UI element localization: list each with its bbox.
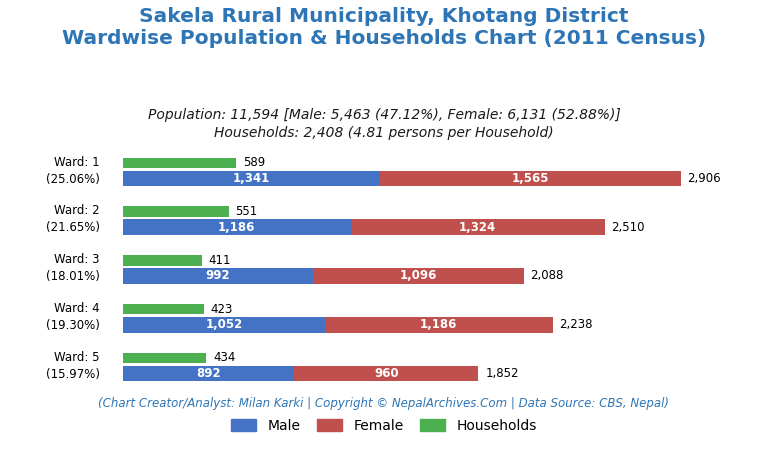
Text: 551: 551: [235, 205, 257, 218]
Text: 960: 960: [374, 367, 399, 380]
Bar: [123, 220, 350, 235]
Bar: [380, 171, 680, 186]
Text: (Chart Creator/Analyst: Milan Karki | Copyright © NepalArchives.Com | Data Sourc: (Chart Creator/Analyst: Milan Karki | Co…: [98, 397, 670, 410]
Text: 2,510: 2,510: [611, 221, 645, 234]
Bar: [350, 220, 605, 235]
Bar: [123, 304, 204, 314]
Text: 1,341: 1,341: [233, 172, 270, 185]
Text: 434: 434: [213, 352, 235, 365]
Text: Ward: 4
(19.30%): Ward: 4 (19.30%): [46, 302, 100, 332]
Text: Sakela Rural Municipality, Khotang District
Wardwise Population & Households Cha: Sakela Rural Municipality, Khotang Distr…: [62, 7, 706, 48]
Text: 411: 411: [208, 254, 231, 267]
Text: 2,238: 2,238: [559, 318, 593, 331]
Bar: [123, 268, 313, 284]
Text: 2,906: 2,906: [687, 172, 721, 185]
Text: 992: 992: [206, 269, 230, 282]
Text: Ward: 1
(25.06%): Ward: 1 (25.06%): [46, 156, 100, 186]
Text: 1,852: 1,852: [485, 367, 518, 380]
Text: Population: 11,594 [Male: 5,463 (47.12%), Female: 6,131 (52.88%)]
Households: 2,: Population: 11,594 [Male: 5,463 (47.12%)…: [147, 108, 621, 140]
Bar: [123, 255, 202, 266]
Bar: [294, 365, 478, 381]
Bar: [325, 317, 553, 333]
Bar: [123, 352, 206, 363]
Text: 1,565: 1,565: [511, 172, 549, 185]
Text: 892: 892: [196, 367, 221, 380]
Text: Ward: 3
(18.01%): Ward: 3 (18.01%): [46, 253, 100, 283]
Bar: [313, 268, 524, 284]
Text: 1,052: 1,052: [205, 318, 243, 331]
Text: 1,186: 1,186: [218, 221, 256, 234]
Text: 589: 589: [243, 156, 265, 169]
Bar: [123, 206, 229, 217]
Legend: Male, Female, Households: Male, Female, Households: [224, 412, 544, 440]
Text: 1,096: 1,096: [400, 269, 437, 282]
Bar: [123, 171, 380, 186]
Text: Ward: 2
(21.65%): Ward: 2 (21.65%): [46, 204, 100, 234]
Bar: [123, 365, 294, 381]
Bar: [123, 317, 325, 333]
Text: Ward: 5
(15.97%): Ward: 5 (15.97%): [46, 351, 100, 381]
Bar: [123, 158, 236, 168]
Text: 1,324: 1,324: [459, 221, 496, 234]
Text: 2,088: 2,088: [531, 269, 564, 282]
Text: 1,186: 1,186: [420, 318, 458, 331]
Text: 423: 423: [210, 303, 233, 316]
